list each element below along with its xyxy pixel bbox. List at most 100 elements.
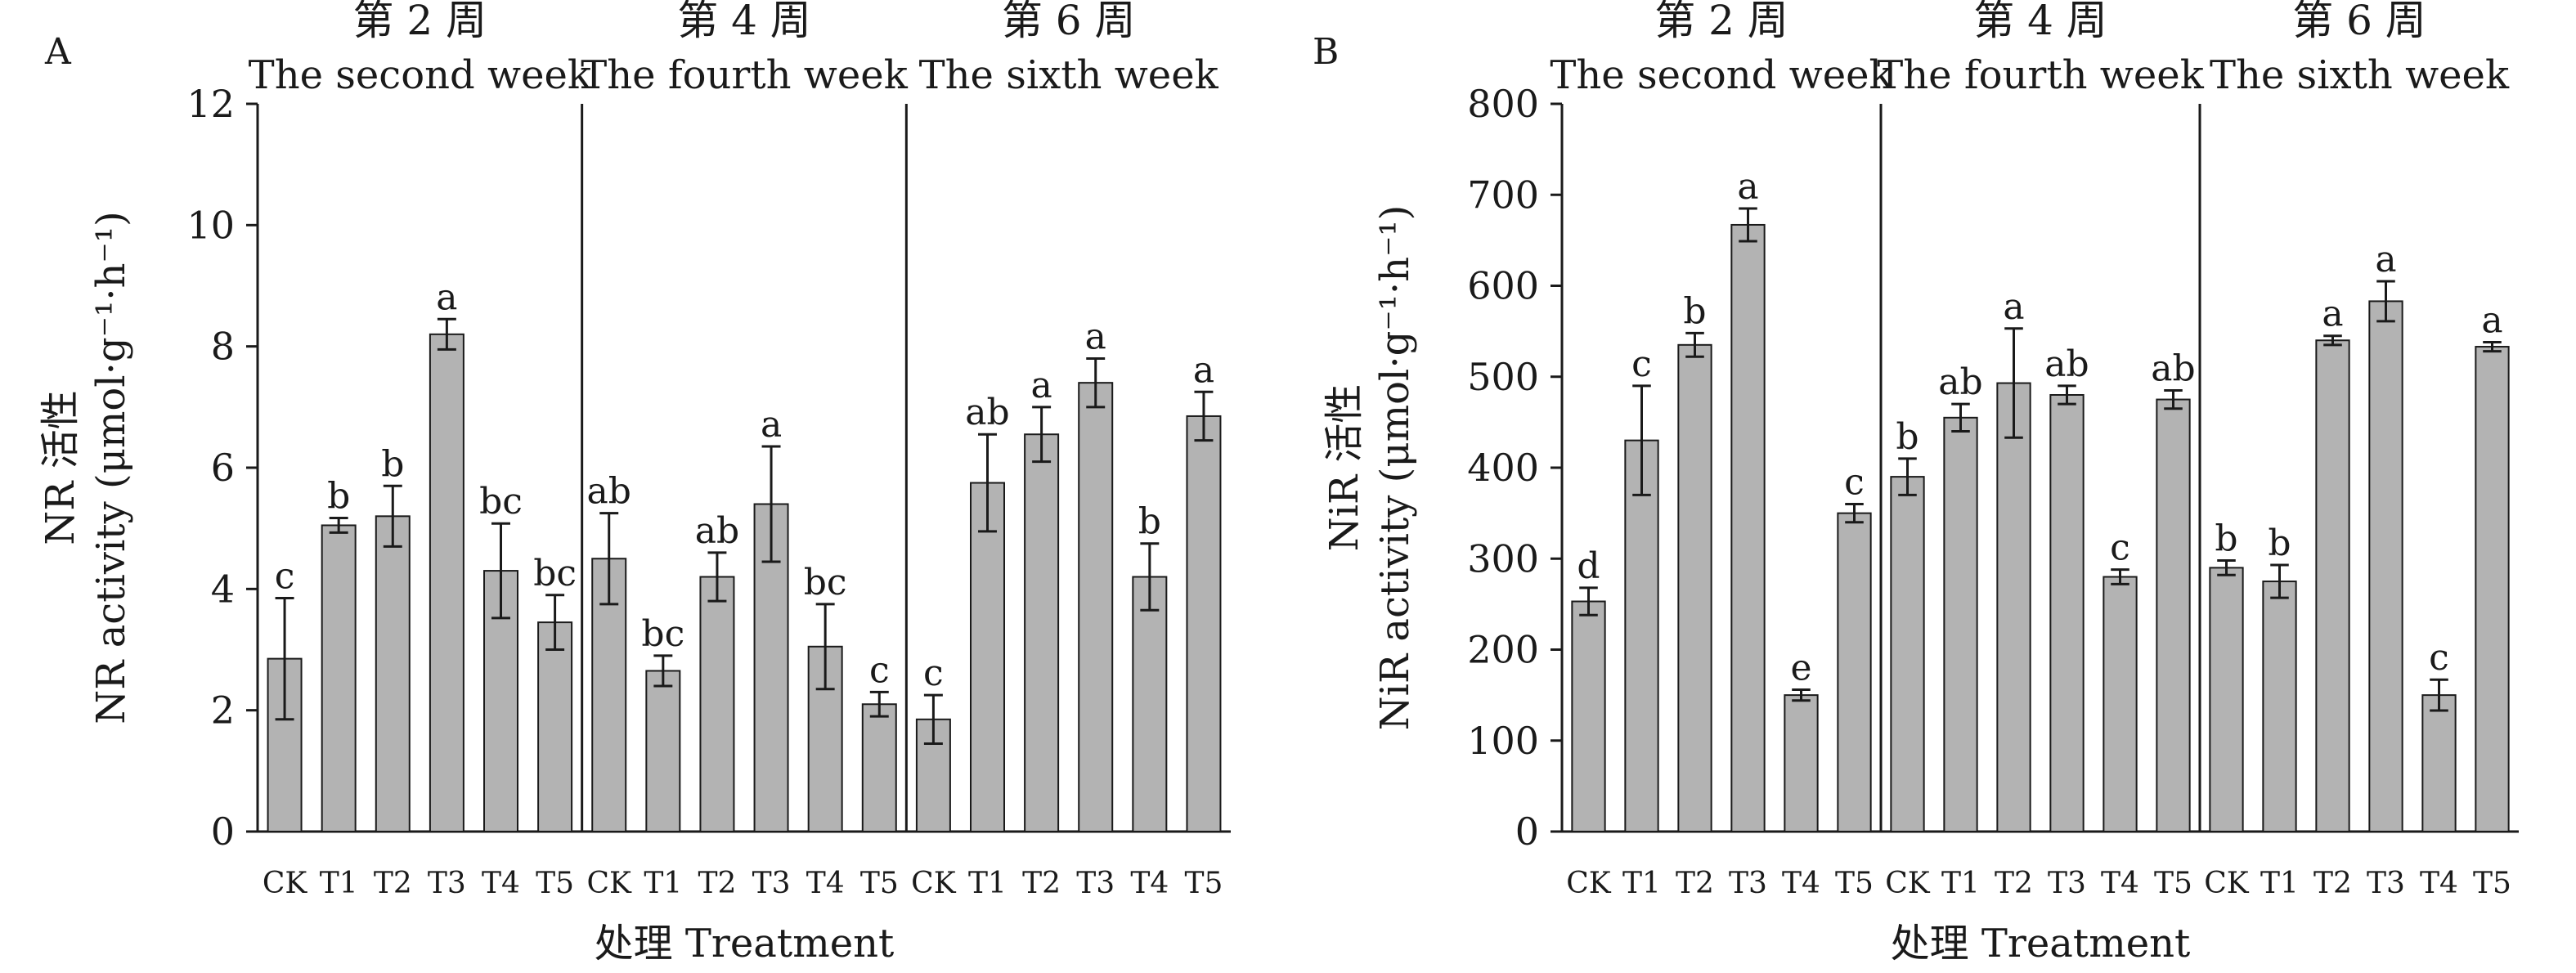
significance-label: b <box>327 476 350 518</box>
bar <box>1837 512 1872 832</box>
bar <box>429 333 464 833</box>
significance-label: b <box>2215 518 2237 559</box>
significance-label: a <box>2322 294 2343 335</box>
significance-label: a <box>2481 299 2502 341</box>
x-tick-label: T5 <box>2154 867 2192 900</box>
bar <box>1677 343 1712 832</box>
bar <box>321 524 357 832</box>
y-tick-label: 800 <box>1467 82 1539 126</box>
y-axis-title-en: NiR activity (μmol·g⁻¹·h⁻¹) <box>1372 205 1418 731</box>
panel-letter: A <box>44 31 72 73</box>
x-tick-label: T3 <box>1076 867 1115 900</box>
y-tick-label: 400 <box>1467 446 1539 490</box>
y-tick-label: 4 <box>211 567 235 611</box>
significance-label: a <box>2375 239 2396 280</box>
bar <box>2156 398 2191 832</box>
significance-label: b <box>1896 416 1919 458</box>
y-tick-label: 500 <box>1467 355 1539 399</box>
bar <box>2421 694 2457 832</box>
x-tick-label: T3 <box>752 867 791 900</box>
significance-label: d <box>1577 545 1600 587</box>
x-tick-label: T5 <box>1184 867 1223 900</box>
x-tick-label: CK <box>586 867 632 900</box>
significance-label: ab <box>587 471 631 513</box>
x-tick-label: T2 <box>1995 867 2033 900</box>
x-tick-label: T4 <box>1782 867 1820 900</box>
significance-label: c <box>2110 527 2130 569</box>
week-heading-zh: 第 2 周 <box>1654 0 1788 44</box>
bar <box>2049 394 2085 832</box>
x-tick-label: T1 <box>968 867 1007 900</box>
significance-label: bc <box>533 553 577 594</box>
significance-label: c <box>275 555 295 597</box>
week-heading-zh: 第 4 周 <box>677 0 811 44</box>
x-tick-label: T5 <box>2473 867 2511 900</box>
y-tick-label: 0 <box>211 809 235 854</box>
bar <box>1024 433 1060 832</box>
significance-label: bc <box>479 481 523 522</box>
significance-label: ab <box>1938 361 1982 403</box>
week-heading-zh: 第 6 周 <box>2292 0 2426 44</box>
week-heading-en: The sixth week <box>919 52 1219 98</box>
x-tick-label: CK <box>1885 867 1931 900</box>
bar <box>2315 339 2350 832</box>
week-heading-zh: 第 6 周 <box>1002 0 1136 44</box>
x-tick-label: T5 <box>1835 867 1874 900</box>
week-heading-en: The sixth week <box>2210 52 2510 98</box>
week-heading-en: The second week <box>1550 52 1893 98</box>
y-axis-title-zh: NR 活性 <box>38 390 83 545</box>
bar <box>970 482 1005 833</box>
y-tick-label: 10 <box>186 203 235 247</box>
x-tick-label: CK <box>2204 867 2250 900</box>
y-axis-title-en: NR activity (μmol·g⁻¹·h⁻¹) <box>88 211 134 724</box>
bar <box>2209 567 2244 832</box>
week-heading-en: The fourth week <box>581 52 908 98</box>
week-heading-zh: 第 4 周 <box>1973 0 2107 44</box>
significance-label: a <box>436 276 457 318</box>
significance-label: b <box>1683 290 1706 332</box>
significance-label: ab <box>2044 343 2089 385</box>
bar <box>1078 382 1114 832</box>
bar <box>1186 415 1222 832</box>
x-tick-label: T4 <box>806 867 845 900</box>
x-tick-label: T1 <box>2260 867 2299 900</box>
x-tick-label: T1 <box>320 867 358 900</box>
x-tick-label: CK <box>263 867 308 900</box>
y-tick-label: 6 <box>211 446 235 490</box>
significance-label: a <box>1085 316 1106 358</box>
x-tick-label: T3 <box>2048 867 2086 900</box>
x-tick-label: T2 <box>374 867 412 900</box>
x-tick-label: T3 <box>1729 867 1767 900</box>
week-heading-en: The second week <box>249 52 592 98</box>
week-heading-zh: 第 2 周 <box>353 0 487 44</box>
significance-label: a <box>1737 166 1758 208</box>
x-tick-label: T4 <box>482 867 520 900</box>
y-tick-label: 12 <box>186 82 235 126</box>
x-tick-label: T4 <box>2420 867 2458 900</box>
y-tick-label: 200 <box>1467 628 1539 672</box>
x-tick-label: T1 <box>644 867 682 900</box>
bar <box>1624 439 1659 832</box>
x-tick-label: CK <box>1566 867 1612 900</box>
significance-label: bc <box>804 562 847 603</box>
y-axis-title-zh: NiR 活性 <box>1322 384 1367 552</box>
y-tick-label: 2 <box>211 688 235 733</box>
significance-label: a <box>761 404 782 446</box>
bar <box>1996 382 2031 833</box>
x-tick-label: T3 <box>2367 867 2405 900</box>
bar <box>699 576 735 832</box>
bar <box>1571 600 1606 832</box>
significance-label: a <box>1030 365 1052 406</box>
significance-label: ab <box>695 510 739 552</box>
x-tick-label: T1 <box>1941 867 1980 900</box>
panel-letter: B <box>1313 31 1339 73</box>
x-tick-label: T5 <box>860 867 899 900</box>
significance-label: b <box>381 443 404 485</box>
bar <box>2368 300 2403 833</box>
x-tick-label: T4 <box>2101 867 2139 900</box>
x-tick-label: T2 <box>2313 867 2352 900</box>
bar <box>1890 476 1925 832</box>
x-tick-label: T3 <box>428 867 466 900</box>
x-tick-label: T1 <box>1622 867 1661 900</box>
